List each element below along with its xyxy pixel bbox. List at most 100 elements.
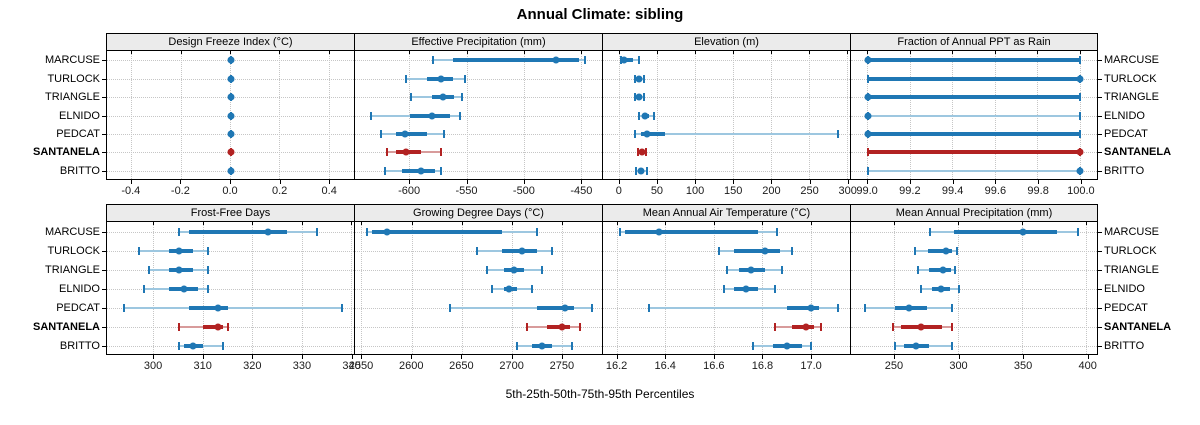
gridline-vertical xyxy=(466,51,468,179)
axis-tick-label: -450 xyxy=(570,185,593,197)
site-label-right-marcuse: MARCUSE xyxy=(1104,225,1160,238)
percentile-band-25-75 xyxy=(188,229,288,234)
whisker-cap-high xyxy=(207,246,210,255)
median-dot xyxy=(227,112,234,119)
axis-tick xyxy=(409,180,411,184)
median-dot xyxy=(180,285,188,292)
axis-tick-top xyxy=(131,51,133,54)
axis-tick xyxy=(762,355,764,359)
median-dot xyxy=(807,304,815,311)
axis-tick-top xyxy=(301,222,303,225)
axis-tick-top xyxy=(252,222,254,225)
percentile-band-25-75 xyxy=(927,248,953,253)
axis-tick xyxy=(130,180,132,184)
site-label-left-turlock: TURLOCK xyxy=(47,244,100,257)
panel-header-mean-annual-air-temperature-c: Mean Annual Air Temperature (°C) xyxy=(602,204,850,222)
site-label-right-marcuse: MARCUSE xyxy=(1104,54,1160,67)
panel-plot-fraction-of-annual-ppt-as-rain xyxy=(850,51,1098,180)
median-dot xyxy=(643,130,651,138)
axis-tick xyxy=(809,180,811,184)
percentile-band-5-95 xyxy=(178,325,229,328)
whisker-cap-low xyxy=(633,93,636,102)
site-label-right-santanela: SANTANELA xyxy=(1104,146,1172,159)
gridline-horizontal xyxy=(851,345,1097,347)
panel-header-fraction-of-annual-ppt-as-rain: Fraction of Annual PPT as Rain xyxy=(850,33,1098,51)
median-dot xyxy=(214,323,222,330)
gridline-horizontal xyxy=(355,269,602,271)
axis-tick-label: 2650 xyxy=(449,360,474,372)
site-label-right-triangle: TRIANGLE xyxy=(1104,91,1160,104)
axis-tick-top xyxy=(202,222,204,225)
axis-tick-top xyxy=(361,222,363,225)
axis-tick-top xyxy=(810,222,812,225)
whisker-cap-high xyxy=(222,341,225,350)
gridline-vertical xyxy=(1086,222,1088,354)
axis-tick-top xyxy=(894,222,896,225)
axis-tick-label: -0.4 xyxy=(121,185,141,197)
whisker-cap-high xyxy=(439,166,442,175)
gridline-vertical xyxy=(301,222,303,354)
whisker-cap-low xyxy=(177,341,180,350)
gridline-horizontal xyxy=(355,152,602,154)
percentile-band-25-75 xyxy=(396,131,428,136)
gridline-vertical xyxy=(713,222,715,354)
whisker-cap-high xyxy=(810,341,813,350)
whisker-cap-low xyxy=(866,148,869,157)
axis-tick-top xyxy=(511,222,513,225)
whisker-cap-low xyxy=(752,341,755,350)
whisker-cap-low xyxy=(725,265,728,274)
axis-tick-label: 0.0 xyxy=(222,185,238,197)
axis-tick xyxy=(153,355,155,359)
median-dot xyxy=(227,130,234,138)
median-dot xyxy=(937,285,945,292)
whisker-cap-low xyxy=(892,322,895,331)
median-dot xyxy=(505,285,513,292)
whisker-cap-low xyxy=(723,284,726,293)
gridline-horizontal xyxy=(603,97,850,99)
whisker-cap-high xyxy=(591,303,593,312)
gridline-vertical xyxy=(131,51,133,179)
row-tick-left xyxy=(102,250,106,252)
whisker-cap-low xyxy=(866,166,869,175)
percentile-band-25-75 xyxy=(624,229,758,234)
whisker-cap-high xyxy=(463,74,466,83)
median-dot xyxy=(428,112,436,119)
gridline-horizontal xyxy=(355,326,602,328)
whisker-cap-low xyxy=(526,322,528,331)
whisker-cap-low xyxy=(633,129,636,138)
median-dot xyxy=(402,148,410,156)
row-tick-left xyxy=(102,170,106,172)
row-tick-left xyxy=(102,133,106,135)
axis-tick-label: 0.2 xyxy=(271,185,288,197)
median-dot xyxy=(227,148,234,156)
whisker-cap-high xyxy=(1076,227,1079,236)
whisker-cap-high xyxy=(956,246,959,255)
axis-tick xyxy=(230,180,231,184)
gridline-vertical xyxy=(665,222,667,354)
axis-tick xyxy=(301,355,303,359)
row-tick-right xyxy=(1098,326,1102,328)
whisker-cap-low xyxy=(405,74,408,83)
whisker-cap-low xyxy=(491,284,493,293)
axis-tick-top xyxy=(713,222,715,225)
whisker-cap-high xyxy=(340,303,343,312)
whisker-cap-low xyxy=(380,129,383,138)
panel-header-effective-precipitation-mm: Effective Precipitation (mm) xyxy=(354,33,602,51)
gridline-horizontal xyxy=(107,269,354,271)
row-tick-right xyxy=(1098,170,1102,172)
gridline-vertical xyxy=(461,222,463,354)
panel-header-frost-free-days: Frost-Free Days xyxy=(106,204,354,222)
whisker-cap-high xyxy=(643,74,646,83)
median-dot xyxy=(864,112,872,119)
axis-tick-top xyxy=(1086,222,1088,225)
percentile-band-5-95 xyxy=(450,306,592,309)
axis-tick-label: -600 xyxy=(398,185,421,197)
panel-title: Mean Annual Air Temperature (°C) xyxy=(642,207,811,219)
axis-tick-top xyxy=(909,51,911,54)
whisker-cap-high xyxy=(836,129,839,138)
median-dot xyxy=(189,342,197,349)
site-label-left-pedcat: PEDCAT xyxy=(56,301,100,314)
whisker-cap-low xyxy=(718,246,721,255)
axis-tick-top xyxy=(617,222,619,225)
median-dot xyxy=(383,228,391,235)
